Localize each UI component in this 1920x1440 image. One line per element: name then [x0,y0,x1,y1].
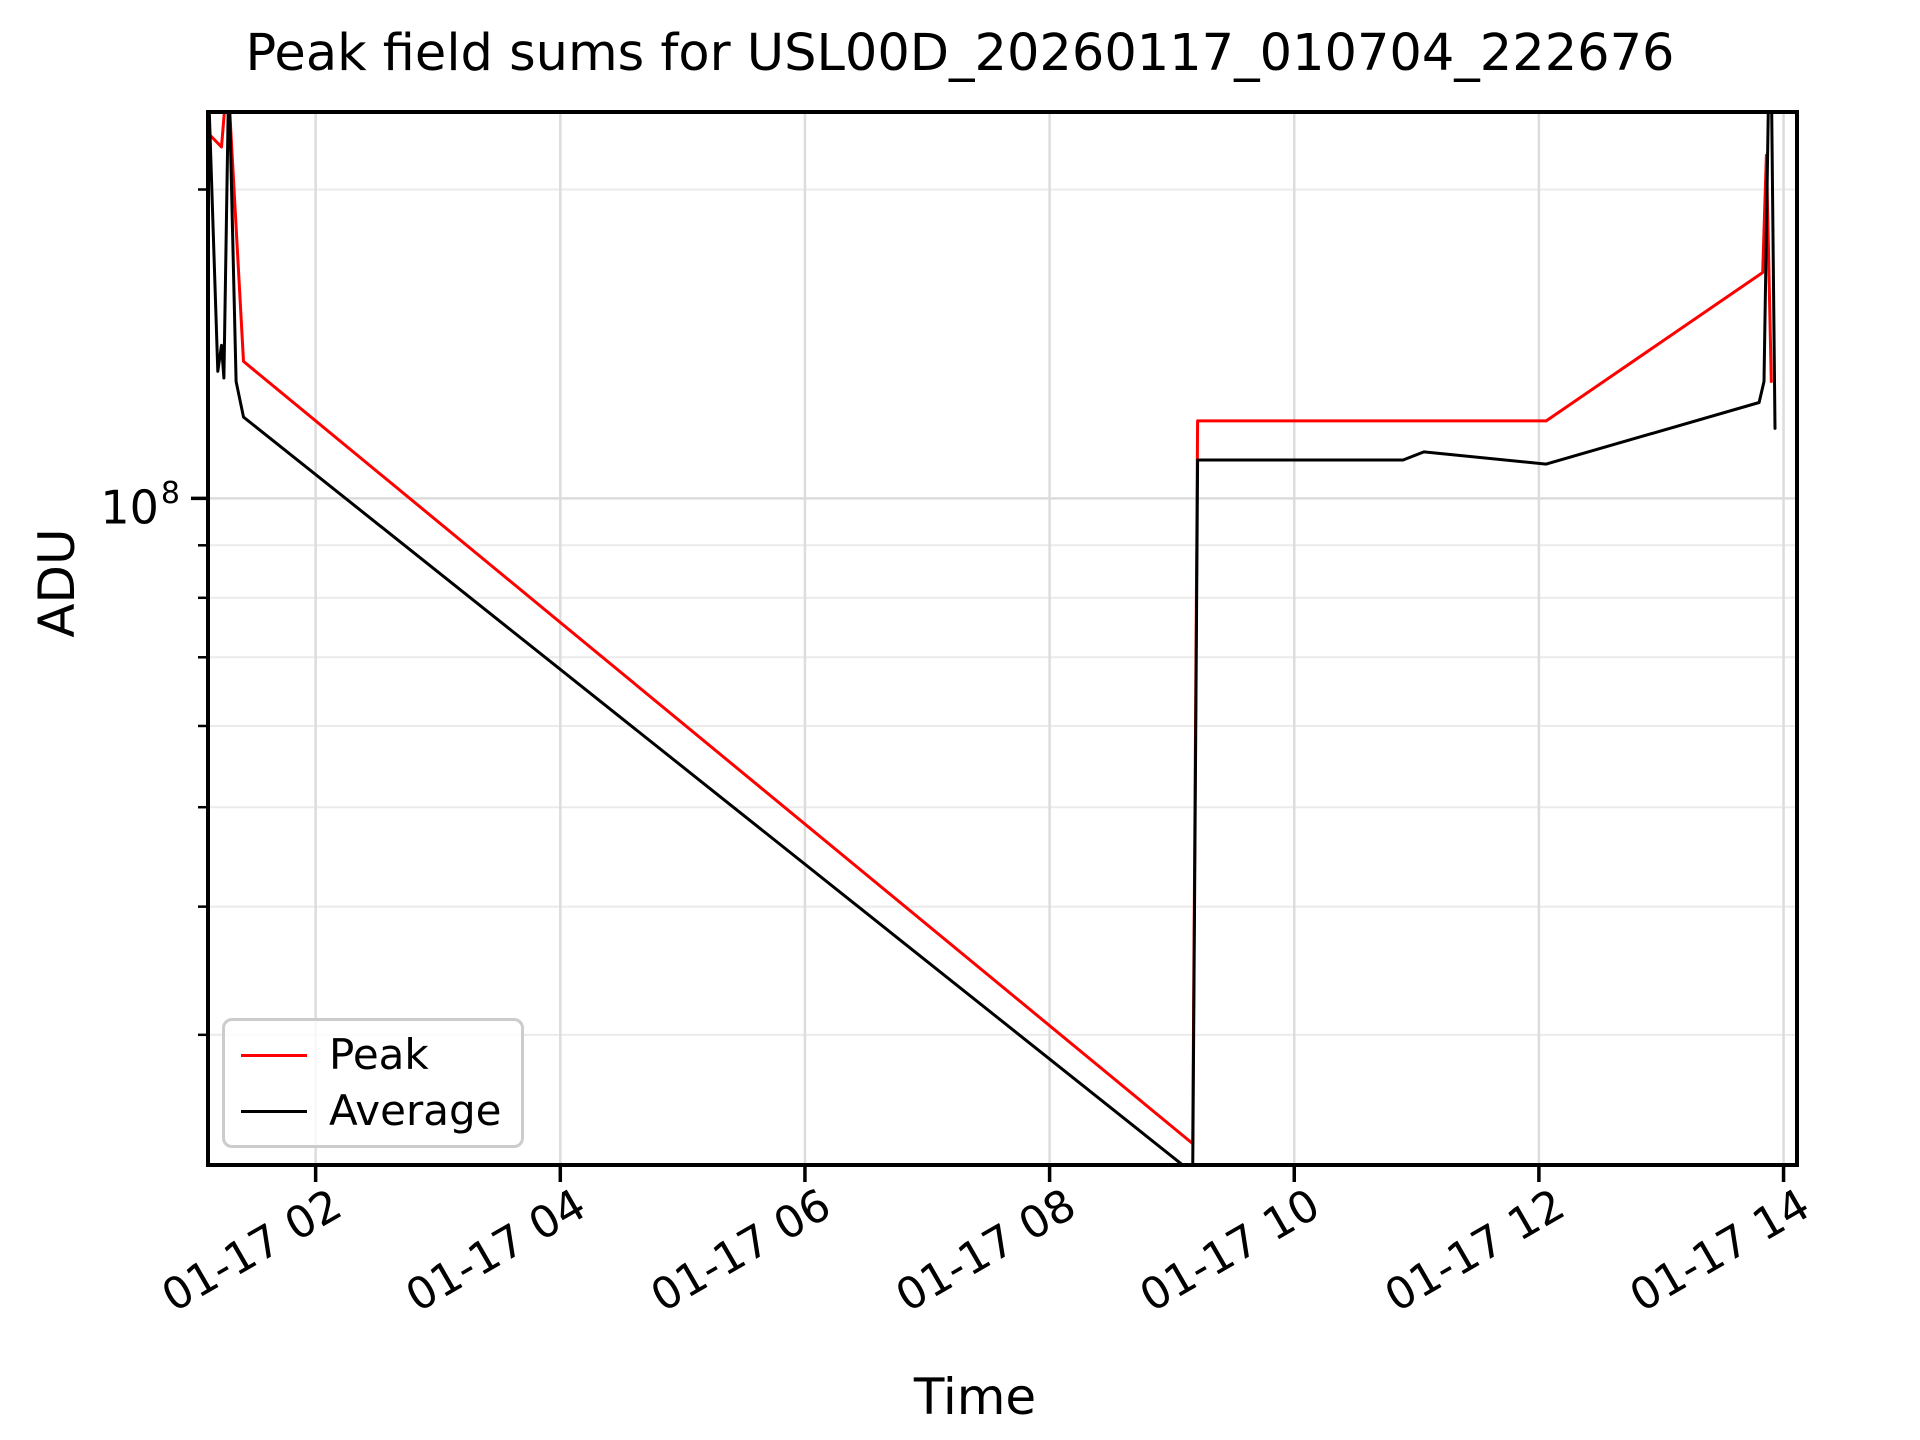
average-line-swatch [241,1109,307,1113]
chart-title: Peak field sums for USL00D_20260117_0107… [245,24,1675,83]
x-axis-label: Time [913,1368,1037,1426]
series-group [208,112,1777,1165]
y-tick-base: 10 [100,480,159,535]
axes-spines [206,110,1799,1167]
legend-entry-average: Average [241,1085,505,1137]
y-tick-label-1e8: 108 [40,468,180,537]
series-line-peak [208,112,1773,1146]
series-line-average [208,112,1777,1165]
legend: Peak Average [222,1018,524,1148]
legend-entry-peak: Peak [241,1029,505,1081]
y-tick-exponent: 8 [160,476,180,511]
peak-line-swatch [241,1053,307,1057]
legend-label-peak: Peak [329,1030,429,1079]
legend-label-average: Average [329,1086,502,1135]
